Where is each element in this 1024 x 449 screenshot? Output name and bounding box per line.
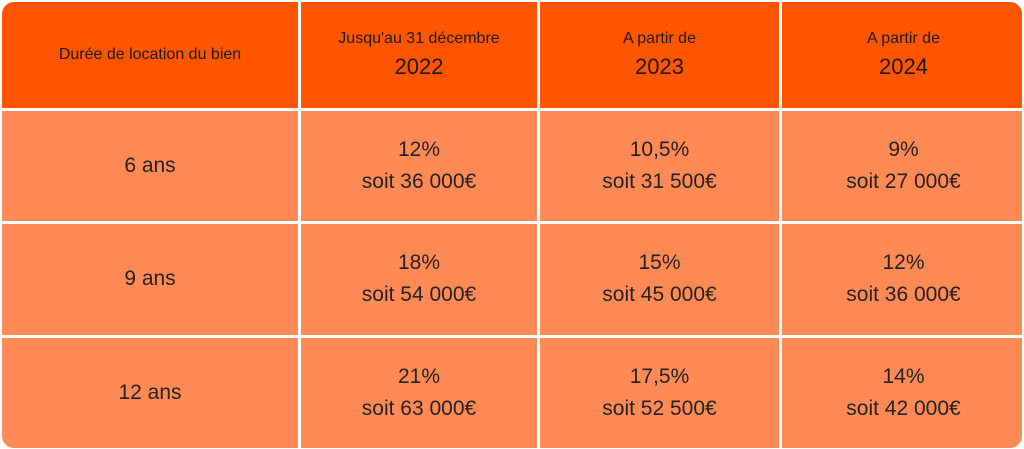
rate-percent: 10,5% [629, 138, 690, 162]
rate-amount: soit 54 000€ [361, 283, 477, 307]
header-2023: A partir de 2023 [540, 2, 779, 108]
rate-cell: 14% soit 42 000€ [782, 337, 1022, 448]
rate-amount: soit 36 000€ [361, 170, 477, 194]
row-duration: 6 ans [2, 111, 298, 222]
rate-percent: 14% [882, 364, 925, 388]
rate-amount: soit 52 500€ [602, 396, 717, 420]
header-2022: Jusqu'au 31 décembre 2022 [301, 2, 537, 108]
rate-cell: 9% soit 27 000€ [782, 111, 1022, 222]
rate-cell: 15% soit 45 000€ [540, 224, 779, 335]
rate-amount: soit 36 000€ [846, 283, 961, 307]
rate-cell: 12% soit 36 000€ [782, 224, 1022, 335]
header-2023-year: 2023 [635, 54, 684, 79]
rate-amount: soit 27 000€ [846, 170, 961, 194]
duration-label: 6 ans [124, 154, 176, 178]
rate-percent: 12% [397, 138, 441, 162]
rate-amount: soit 42 000€ [846, 396, 961, 420]
header-row: Durée de location du bien Jusqu'au 31 dé… [2, 2, 1022, 108]
header-duration-label: Durée de location du bien [58, 46, 242, 63]
rate-percent: 21% [397, 364, 441, 388]
rate-percent: 9% [888, 138, 919, 162]
rate-cell: 21% soit 63 000€ [301, 337, 537, 448]
header-2024-year: 2024 [879, 54, 928, 79]
rate-percent: 15% [638, 251, 681, 275]
header-2022-year: 2022 [394, 54, 444, 79]
duration-label: 9 ans [124, 267, 176, 291]
header-duration: Durée de location du bien [2, 2, 298, 108]
rate-percent: 18% [397, 251, 441, 275]
header-2023-label: A partir de [623, 30, 696, 47]
header-2024: A partir de 2024 [782, 2, 1022, 108]
rate-amount: soit 31 500€ [602, 170, 717, 194]
rate-percent: 12% [882, 251, 925, 275]
rate-amount: soit 63 000€ [361, 396, 477, 420]
table-row: 12 ans 21% soit 63 000€ 17,5% soit 52 50… [2, 337, 1022, 448]
rate-cell: 18% soit 54 000€ [301, 224, 537, 335]
header-2022-label: Jusqu'au 31 décembre [338, 30, 500, 47]
rate-percent: 17,5% [629, 364, 690, 388]
table-row: 9 ans 18% soit 54 000€ 15% soit 45 000€ … [2, 224, 1022, 335]
rate-cell: 17,5% soit 52 500€ [540, 337, 779, 448]
header-2024-label: A partir de [867, 30, 940, 47]
row-duration: 9 ans [2, 224, 298, 335]
rate-amount: soit 45 000€ [602, 283, 717, 307]
duration-label: 12 ans [118, 380, 182, 404]
row-duration: 12 ans [2, 337, 298, 448]
rate-cell: 10,5% soit 31 500€ [540, 111, 779, 222]
rate-cell: 12% soit 36 000€ [301, 111, 537, 222]
table-row: 6 ans 12% soit 36 000€ 10,5% soit 31 500… [2, 111, 1022, 222]
